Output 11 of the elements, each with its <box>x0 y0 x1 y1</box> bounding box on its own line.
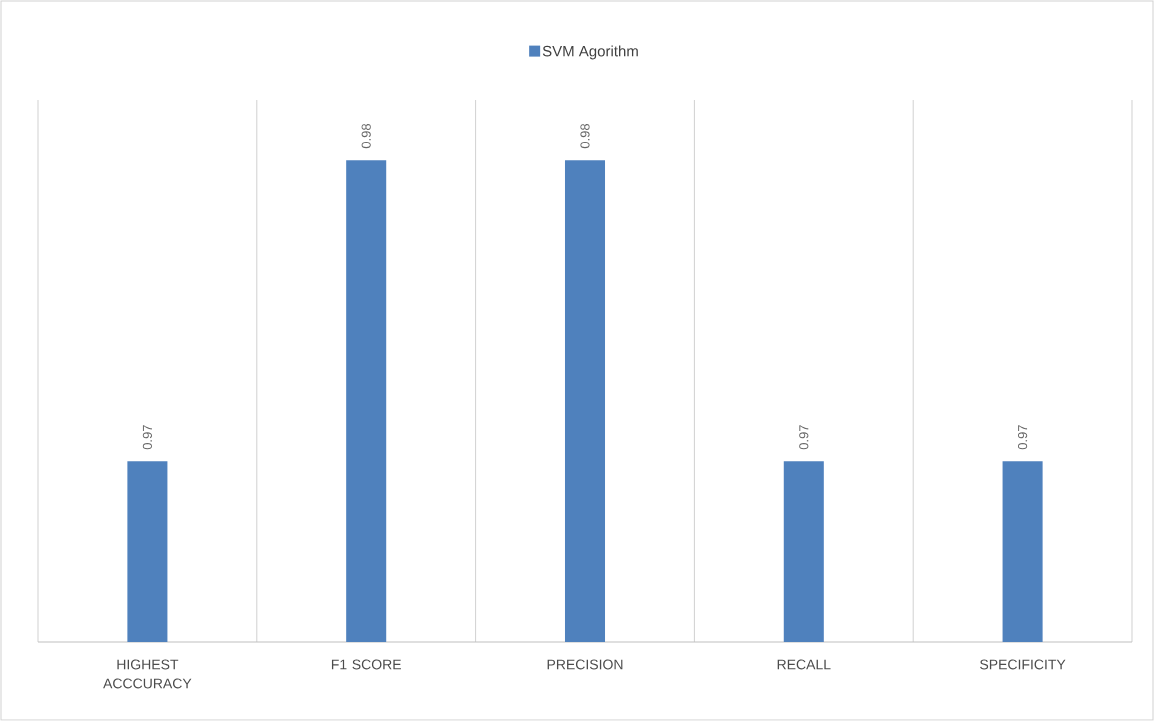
x-tick-label: PRECISION <box>547 659 623 670</box>
x-tick-label: HIGHEST ACCCURACY <box>103 659 192 689</box>
x-tick-label: F1 SCORE <box>331 659 401 670</box>
data-label: 0.98 <box>361 123 371 149</box>
data-label: 0.97 <box>799 425 809 450</box>
x-tick-label: SPECIFICITY <box>980 659 1066 670</box>
data-label: 0.98 <box>580 123 590 149</box>
data-label: 0.97 <box>142 425 152 450</box>
data-label: 0.97 <box>1017 425 1028 450</box>
x-tick-label: RECALL <box>777 659 831 670</box>
legend-label: SVM Agorithm <box>542 45 638 60</box>
